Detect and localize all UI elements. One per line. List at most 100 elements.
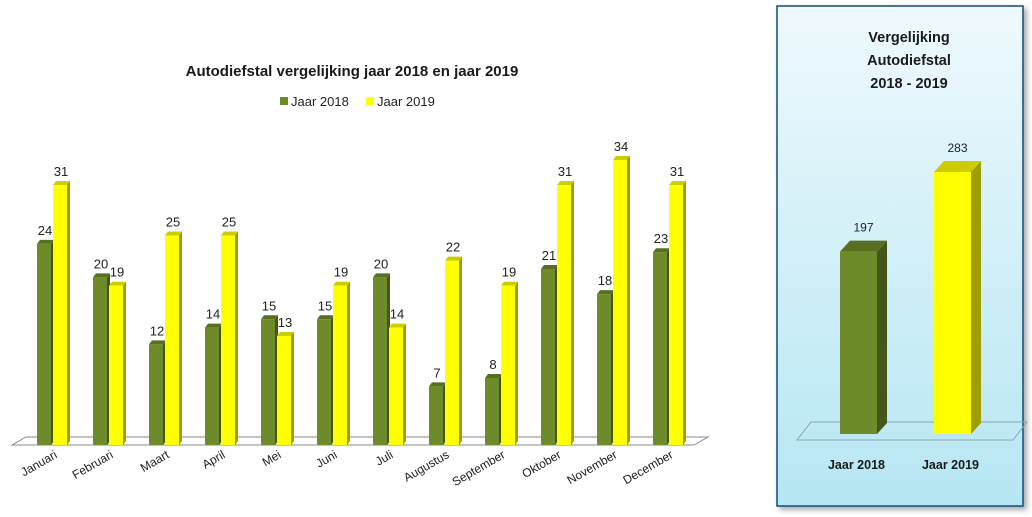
- bar-jaar-2018-april-top: [205, 323, 222, 328]
- summary-bar-group: 197 283: [840, 141, 981, 434]
- summary-title-line-2: Autodiefstal: [867, 53, 951, 69]
- bar-jaar-2019-november-front: [613, 160, 627, 445]
- bar-jaar-2019-juli-top: [389, 323, 406, 328]
- bar-jaar-2019-september-front: [501, 285, 515, 445]
- bar-jaar-2019-december: [669, 181, 686, 445]
- bar-jaar-2019-november: [613, 156, 630, 445]
- bar-jaar-2019-maart: [165, 231, 182, 445]
- bar-jaar-2018-november-top: [597, 290, 614, 295]
- bar-group: 2431201912251425151315192014722819213118…: [37, 139, 686, 445]
- bar-jaar-2019-april: [221, 231, 238, 445]
- bar-jaar-2019-november-side: [627, 156, 630, 445]
- data-label-jaar-2019-februari: 19: [110, 265, 124, 280]
- bar-jaar-2018-augustus-front: [429, 386, 443, 445]
- bar-jaar-2018-januari-top: [37, 239, 54, 244]
- summary-bar-jaar-2019: [934, 161, 981, 434]
- bar-jaar-2019-juni-front: [333, 285, 347, 445]
- bar-jaar-2018-december-front: [653, 252, 667, 445]
- bar-jaar-2019-augustus: [445, 256, 462, 445]
- bar-jaar-2018-september-top: [485, 373, 502, 378]
- bar-jaar-2019-oktober-top: [557, 181, 574, 186]
- bar-jaar-2018-september: [485, 373, 502, 445]
- bar-jaar-2018-mei-front: [261, 319, 275, 445]
- legend-label-jaar-2019: Jaar 2019: [377, 94, 435, 109]
- data-label-jaar-2018-juni: 15: [318, 298, 332, 313]
- x-tick-label-augustus: Augustus: [401, 447, 451, 484]
- summary-bar-jaar-2019-side: [971, 161, 981, 434]
- bar-jaar-2019-oktober-side: [571, 181, 574, 445]
- summary-bar-jaar-2018: [840, 240, 887, 434]
- bar-jaar-2019-december-side: [683, 181, 686, 445]
- bar-jaar-2019-november-top: [613, 156, 630, 160]
- summary-data-label-jaar-2018: 197: [853, 221, 873, 235]
- summary-floor: [795, 421, 1029, 441]
- summary-bar-jaar-2019-front: [934, 172, 971, 434]
- bar-jaar-2019-december-top: [669, 181, 686, 186]
- bar-jaar-2019-augustus-top: [445, 256, 462, 261]
- x-tick-label-oktober: Oktober: [520, 447, 564, 480]
- data-label-jaar-2018-februari: 20: [94, 256, 108, 271]
- bar-jaar-2018-februari: [93, 273, 110, 445]
- data-label-jaar-2018-december: 23: [654, 231, 668, 246]
- bar-jaar-2018-maart-front: [149, 344, 163, 445]
- data-label-jaar-2018-september: 8: [489, 357, 496, 372]
- legend-label-jaar-2018: Jaar 2018: [291, 94, 349, 109]
- bar-jaar-2019-september: [501, 281, 518, 445]
- x-tick-label-januari: Januari: [18, 447, 59, 479]
- data-label-jaar-2019-september: 19: [502, 265, 516, 280]
- bar-jaar-2019-juni-top: [333, 281, 350, 286]
- data-label-jaar-2019-oktober: 31: [558, 164, 572, 179]
- bar-jaar-2019-mei: [277, 332, 294, 445]
- data-label-jaar-2019-juni: 19: [334, 265, 348, 280]
- x-tick-label-december: December: [621, 447, 676, 487]
- bar-jaar-2019-oktober-front: [557, 185, 571, 445]
- data-label-jaar-2019-juli: 14: [390, 307, 404, 322]
- bar-jaar-2019-augustus-front: [445, 260, 459, 445]
- bar-jaar-2018-april-front: [205, 327, 219, 445]
- bar-jaar-2019-december-front: [669, 185, 683, 445]
- bar-jaar-2019-september-top: [501, 281, 518, 286]
- bar-jaar-2019-juni: [333, 281, 350, 445]
- bar-jaar-2018-mei-top: [261, 315, 278, 320]
- bar-jaar-2018-februari-front: [93, 277, 107, 445]
- bar-jaar-2018-oktober-top: [541, 264, 558, 269]
- data-label-jaar-2019-maart: 25: [166, 214, 180, 229]
- x-tick-label-september: September: [450, 447, 508, 488]
- legend-swatch-jaar-2018: [280, 97, 288, 105]
- summary-x-labels: Jaar 2018 Jaar 2019: [828, 458, 979, 472]
- summary-panel: Vergelijking Autodiefstal 2018 - 2019 19…: [776, 5, 1029, 507]
- summary-x-label-jaar-2018: Jaar 2018: [828, 458, 885, 472]
- bar-jaar-2019-april-top: [221, 231, 238, 236]
- bar-jaar-2018-november-front: [597, 294, 611, 445]
- bar-jaar-2018-november: [597, 290, 614, 445]
- x-axis-labels: Januari Februari Maart April Mei Juni Juli Augu…: [18, 447, 675, 489]
- bar-jaar-2019-mei-top: [277, 332, 294, 337]
- bar-jaar-2018-juli-top: [373, 273, 390, 278]
- bar-jaar-2018-februari-top: [93, 273, 110, 278]
- bar-jaar-2018-juni-front: [317, 319, 331, 445]
- summary-bar-jaar-2018-side: [877, 240, 887, 434]
- data-label-jaar-2019-augustus: 22: [446, 240, 460, 255]
- bar-jaar-2019-juli: [389, 323, 406, 445]
- chart-title: Autodiefstal vergelijking jaar 2018 en j…: [186, 63, 519, 80]
- bar-jaar-2019-april-side: [235, 231, 238, 445]
- x-tick-label-november: November: [565, 447, 620, 487]
- data-label-jaar-2019-januari: 31: [54, 164, 68, 179]
- summary-title-line-1: Vergelijking: [868, 30, 949, 46]
- bar-jaar-2019-oktober: [557, 181, 574, 445]
- data-label-jaar-2019-april: 25: [222, 214, 236, 229]
- summary-title-line-3: 2018 - 2019: [870, 76, 947, 92]
- bar-jaar-2019-juli-side: [403, 323, 406, 445]
- bar-jaar-2019-februari-front: [109, 285, 123, 445]
- summary-data-label-jaar-2019: 283: [947, 141, 967, 155]
- bar-jaar-2019-januari-side: [67, 181, 70, 445]
- bar-jaar-2019-mei-side: [291, 332, 294, 445]
- bar-jaar-2019-januari-front: [53, 185, 67, 445]
- bar-jaar-2018-juli: [373, 273, 390, 445]
- x-tick-label-februari: Februari: [70, 447, 116, 481]
- legend: Jaar 2018 Jaar 2019: [280, 94, 435, 109]
- x-tick-label-mei: Mei: [260, 447, 284, 469]
- summary-x-label-jaar-2019: Jaar 2019: [922, 458, 979, 472]
